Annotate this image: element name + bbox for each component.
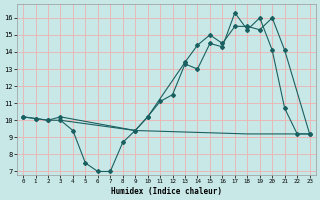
X-axis label: Humidex (Indice chaleur): Humidex (Indice chaleur) [111, 187, 222, 196]
